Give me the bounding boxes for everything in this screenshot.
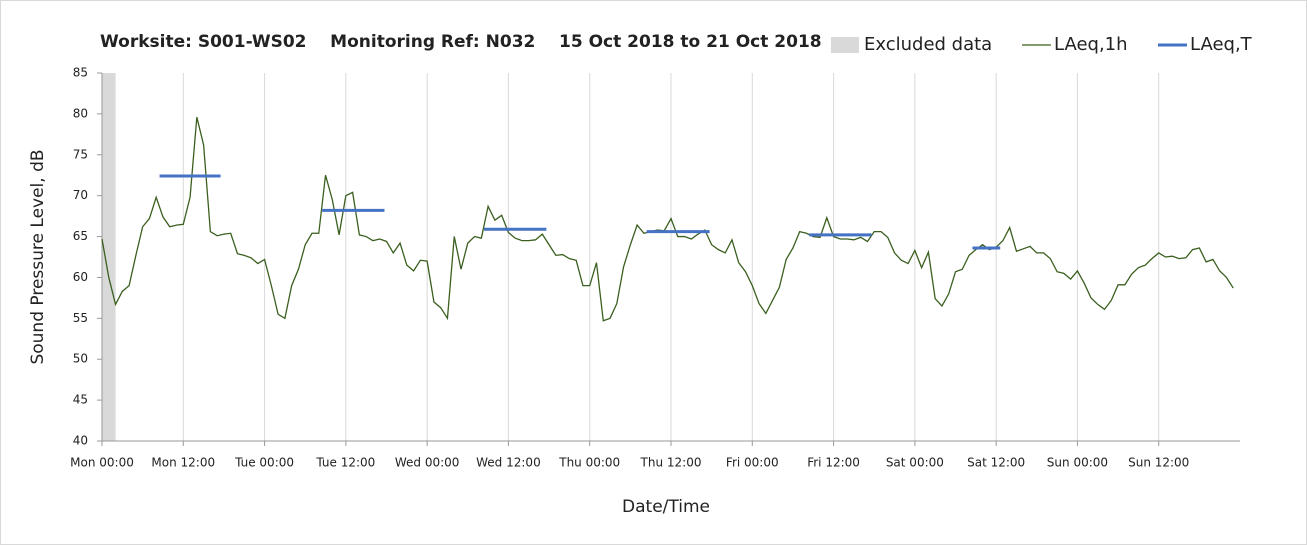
y-tick-label: 80 bbox=[73, 106, 88, 120]
y-tick-label: 50 bbox=[73, 352, 88, 366]
x-tick-label: Wed 12:00 bbox=[476, 456, 541, 470]
x-tick-label: Tue 00:00 bbox=[234, 456, 294, 470]
x-tick-label: Sun 00:00 bbox=[1047, 456, 1108, 470]
y-tick-label: 40 bbox=[73, 434, 88, 448]
x-tick-label: Mon 00:00 bbox=[70, 456, 134, 470]
x-tick-label: Tue 12:00 bbox=[315, 456, 375, 470]
excluded-band bbox=[102, 73, 116, 441]
x-tick-label: Mon 12:00 bbox=[151, 456, 215, 470]
y-tick-label: 70 bbox=[73, 188, 88, 202]
y-tick-label: 85 bbox=[73, 66, 88, 80]
y-tick-label: 55 bbox=[73, 311, 88, 325]
chart-title: Worksite: S001-WS02 Monitoring Ref: N032… bbox=[100, 32, 822, 52]
y-axis-label: Sound Pressure Level, dB bbox=[28, 149, 48, 364]
x-tick-label: Fri 00:00 bbox=[726, 456, 779, 470]
legend-swatch bbox=[831, 37, 859, 53]
y-tick-label: 60 bbox=[73, 270, 88, 284]
legend-label: LAeq,1h bbox=[1054, 34, 1128, 55]
x-axis-label: Date/Time bbox=[622, 497, 710, 517]
x-tick-label: Thu 12:00 bbox=[640, 456, 702, 470]
x-tick-label: Thu 00:00 bbox=[558, 456, 620, 470]
x-tick-label: Sat 00:00 bbox=[886, 456, 944, 470]
legend-label: LAeq,T bbox=[1190, 34, 1253, 55]
y-tick-label: 45 bbox=[73, 393, 88, 407]
y-tick-label: 75 bbox=[73, 147, 88, 161]
y-tick-label: 65 bbox=[73, 229, 88, 243]
x-tick-label: Sun 12:00 bbox=[1128, 456, 1189, 470]
series-line bbox=[101, 117, 1234, 322]
x-tick-label: Sat 12:00 bbox=[967, 456, 1025, 470]
x-tick-label: Wed 00:00 bbox=[395, 456, 460, 470]
legend-label: Excluded data bbox=[864, 34, 992, 55]
x-tick-label: Fri 12:00 bbox=[807, 456, 860, 470]
